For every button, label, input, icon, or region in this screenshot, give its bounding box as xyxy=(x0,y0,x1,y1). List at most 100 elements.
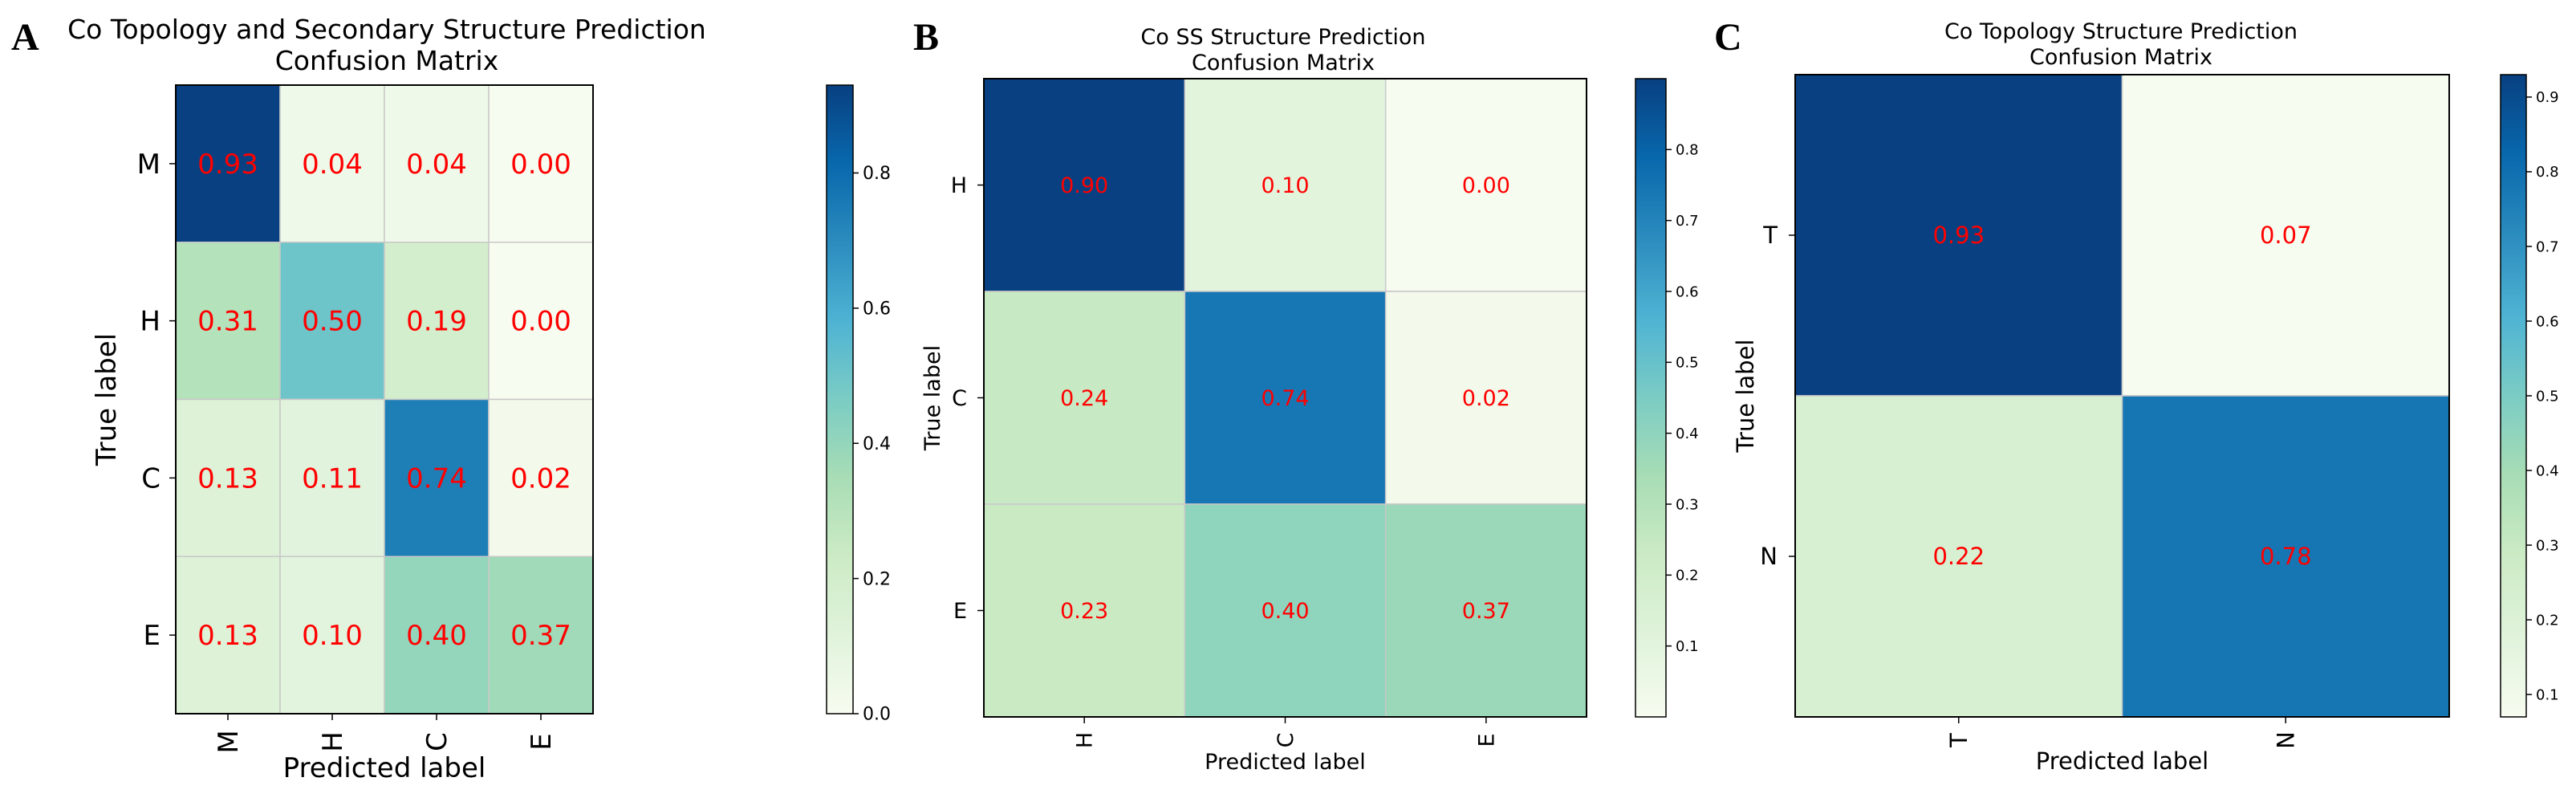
colorbar-tick-label: 0.9 xyxy=(2536,89,2559,106)
colorbar-tick-label: 0.2 xyxy=(863,569,891,589)
colorbar-tick-label: 0.3 xyxy=(2536,537,2559,554)
colorbar-tick-label: 0.7 xyxy=(2536,238,2559,255)
cell-value-label: 0.07 xyxy=(2260,222,2312,249)
heatmap-cell xyxy=(175,556,281,714)
cell-value-label: 0.37 xyxy=(510,620,571,652)
heatmap-cell xyxy=(983,78,1186,292)
cell-value-label: 0.13 xyxy=(197,462,258,495)
cell-value-label: 0.78 xyxy=(2260,543,2312,570)
heatmap-cell xyxy=(2121,74,2450,397)
colorbar-tick-label: 0.6 xyxy=(2536,313,2559,330)
colorbar-tick-label: 0.5 xyxy=(1676,355,1699,372)
colorbar-tick-label: 0.4 xyxy=(1676,425,1699,442)
cell-value-label: 0.74 xyxy=(406,462,467,495)
heatmap-cell xyxy=(175,242,281,401)
x-tick-label: H xyxy=(317,731,349,752)
heatmap-cell xyxy=(1384,78,1587,292)
colorbar-tick-label: 0.8 xyxy=(1676,142,1699,159)
heatmap-cell xyxy=(1794,395,2123,718)
chart-title: Co Topology and Secondary Structure Pred… xyxy=(67,14,706,45)
panel-a: A Co Topology and Secondary Structure Pre… xyxy=(11,14,891,784)
cell-value-label: 0.40 xyxy=(406,620,467,652)
colorbar-tick-label: 0.2 xyxy=(2536,612,2559,629)
colorbar-tick-label: 0.0 xyxy=(863,705,891,725)
cell-value-label: 0.04 xyxy=(302,149,363,181)
x-axis-label: Predicted label xyxy=(2036,747,2209,775)
chart-title: Confusion Matrix xyxy=(275,45,499,76)
x-tick-label: T xyxy=(1945,733,1973,748)
cell-value-label: 0.22 xyxy=(1932,543,1985,570)
y-axis-label: True label xyxy=(920,345,945,451)
x-tick-label: C xyxy=(421,732,453,751)
y-tick-label: H xyxy=(951,173,967,198)
y-tick-label: N xyxy=(1760,543,1778,570)
colorbar-tick-label: 0.5 xyxy=(2536,388,2559,405)
colorbar-tick-label: 0.1 xyxy=(1676,638,1699,655)
heatmap-cell xyxy=(279,398,385,557)
y-tick-label: M xyxy=(137,149,160,181)
heatmap-cell xyxy=(1384,503,1587,718)
x-tick-label: E xyxy=(1474,733,1499,747)
colorbar-tick-label: 0.3 xyxy=(1676,496,1699,513)
cell-value-label: 0.02 xyxy=(510,462,571,495)
heatmap-cell xyxy=(2121,395,2450,718)
x-tick-label: N xyxy=(2272,731,2299,749)
cell-value-label: 0.93 xyxy=(197,149,258,181)
colorbar-tick-label: 0.1 xyxy=(2536,686,2559,703)
panel-letter: A xyxy=(11,16,39,59)
cell-value-label: 0.13 xyxy=(197,620,258,652)
cell-value-label: 0.04 xyxy=(406,149,467,181)
panel-letter: C xyxy=(1714,16,1742,59)
cell-value-label: 0.23 xyxy=(1060,599,1108,624)
cell-value-label: 0.11 xyxy=(302,462,363,495)
colorbar-tick-label: 0.4 xyxy=(2536,462,2559,479)
cell-value-label: 0.24 xyxy=(1060,386,1108,411)
colorbar-tick-label: 0.8 xyxy=(2536,164,2559,181)
heatmap-cell xyxy=(983,503,1186,718)
plot-frame xyxy=(175,84,594,714)
heatmap-cell xyxy=(1184,291,1387,505)
cell-value-label: 0.31 xyxy=(197,306,258,338)
cell-value-label: 0.19 xyxy=(406,306,467,338)
heatmap-cell xyxy=(488,84,594,243)
y-axis-label: True label xyxy=(91,333,123,466)
y-tick-label: C xyxy=(141,462,160,495)
y-tick-label: C xyxy=(952,386,967,411)
colorbar-tick-label: 0.6 xyxy=(1676,283,1699,300)
chart-title: Co SS Structure Prediction xyxy=(1140,25,1425,50)
chart-title: Confusion Matrix xyxy=(1192,51,1375,75)
cell-value-label: 0.93 xyxy=(1932,222,1985,249)
colorbar-tick-label: 0.4 xyxy=(863,434,891,454)
colorbar xyxy=(1635,78,1667,718)
x-tick-label: M xyxy=(213,730,245,753)
y-tick-label: H xyxy=(140,306,160,338)
heatmap-cell xyxy=(279,556,385,714)
y-tick-label: T xyxy=(1762,222,1778,249)
heatmap-cell xyxy=(488,398,594,557)
heatmap-cell xyxy=(279,84,385,243)
cell-value-label: 0.74 xyxy=(1261,386,1309,411)
cell-value-label: 0.00 xyxy=(510,149,571,181)
y-tick-label: E xyxy=(144,620,160,652)
heatmap-cell xyxy=(983,291,1186,505)
cell-value-label: 0.40 xyxy=(1261,599,1309,624)
colorbar-tick-label: 0.6 xyxy=(863,299,891,320)
colorbar xyxy=(826,84,854,714)
cell-value-label: 0.37 xyxy=(1462,599,1510,624)
cell-value-label: 0.50 xyxy=(302,306,363,338)
heatmap-cell xyxy=(488,556,594,714)
cell-value-label: 0.02 xyxy=(1462,386,1510,411)
colorbar-tick-label: 0.8 xyxy=(863,164,891,184)
cell-value-label: 0.90 xyxy=(1060,173,1108,198)
plot-frame xyxy=(1794,74,2450,718)
cell-value-label: 0.10 xyxy=(302,620,363,652)
y-axis-label: True label xyxy=(1732,340,1759,454)
x-axis-label: Predicted label xyxy=(1205,750,1366,775)
heatmap-cell xyxy=(1184,503,1387,718)
x-tick-label: E xyxy=(526,733,558,750)
chart-title: Confusion Matrix xyxy=(2030,45,2212,70)
x-axis-label: Predicted label xyxy=(283,752,486,784)
y-tick-label: E xyxy=(953,599,967,624)
